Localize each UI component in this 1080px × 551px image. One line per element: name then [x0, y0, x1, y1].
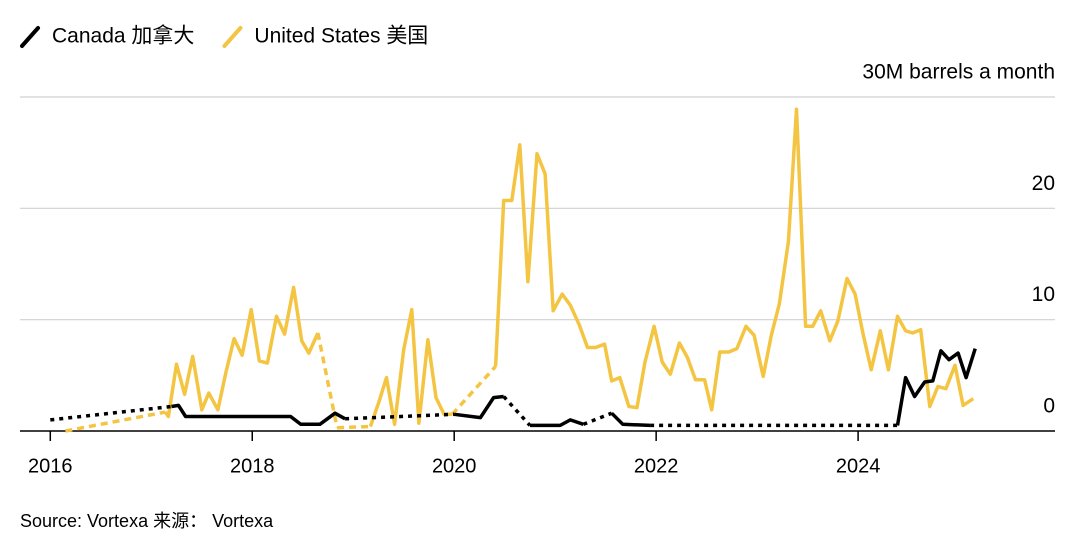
series-gap-line [50, 395, 898, 428]
y-tick-label: 20 [1032, 172, 1055, 195]
y-tick-label: 0 [1043, 395, 1055, 418]
x-tick-label: 2020 [432, 455, 477, 477]
series-line [171, 348, 977, 428]
series-line [163, 107, 975, 428]
series-gap-line [65, 332, 497, 433]
source-note: Source: Vortexa 来源： Vortexa [20, 511, 274, 531]
legend-label: Canada 加拿大 [52, 24, 194, 48]
legend-item: Canada 加拿大 [20, 24, 194, 48]
x-tick-label: 2022 [634, 455, 679, 477]
legend-swatch [20, 26, 40, 48]
legend-item: United States 美国 [222, 25, 428, 48]
legend-label: United States 美国 [254, 25, 428, 48]
x-tick-label: 2024 [836, 455, 881, 477]
x-tick-label: 2018 [230, 455, 275, 477]
y-tick-label: 30M barrels a month [862, 61, 1055, 84]
legend-swatch [222, 26, 243, 48]
y-tick-label: 10 [1032, 283, 1055, 306]
x-tick-label: 2016 [28, 455, 73, 477]
